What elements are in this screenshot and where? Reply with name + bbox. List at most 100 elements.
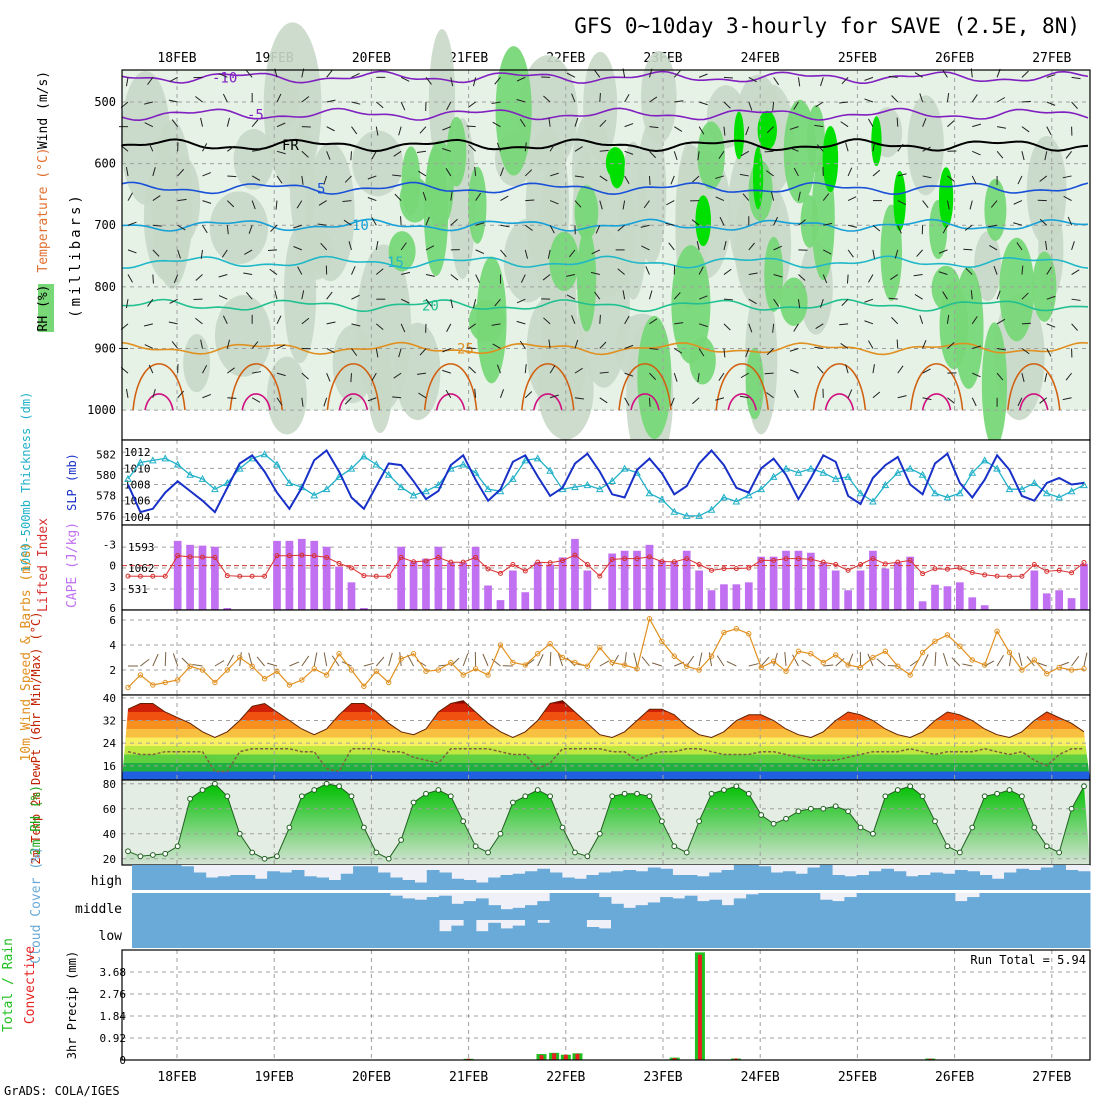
- rh-point: [646, 793, 653, 800]
- li-point: [361, 573, 367, 579]
- thickness-point: [856, 489, 865, 497]
- cloud-bar: [746, 894, 759, 920]
- li-point: [460, 559, 466, 565]
- rh-band-mid: [352, 130, 403, 197]
- wind-barb: [748, 663, 759, 667]
- wind-barb: [344, 175, 352, 183]
- wind-barb: [127, 274, 133, 283]
- wind-barb: [716, 655, 725, 667]
- wind-barb: [168, 321, 178, 325]
- panel-cross-section: 500 600 700 800 900 1000 -10 -5 FR 5 10 15 20 25 RH (%…: [36, 22, 1091, 472]
- thickness-point: [807, 464, 815, 472]
- cloud-bar: [746, 865, 759, 890]
- thickness-point: [360, 452, 368, 460]
- cloud-bar: [684, 875, 698, 890]
- wind-barb: [125, 299, 129, 309]
- wind-barb: [492, 121, 501, 128]
- precip-convective-bar: [575, 1053, 580, 1060]
- li-point: [510, 562, 516, 568]
- li-point: [572, 552, 578, 558]
- cloud-bar: [1077, 871, 1091, 890]
- wind-barb: [227, 397, 237, 399]
- date-label-bottom: 27FEB: [1032, 1070, 1071, 1085]
- wind-barb: [450, 77, 454, 87]
- li-point: [684, 556, 690, 562]
- wind-barb: [222, 315, 228, 325]
- cape-bar: [360, 608, 368, 610]
- wind-barb: [922, 175, 932, 179]
- rh-point: [261, 855, 268, 862]
- cloud-bar: [598, 928, 612, 948]
- wind-barb: [164, 652, 167, 667]
- cloud-bar: [1065, 920, 1079, 948]
- wind-barb: [641, 656, 650, 667]
- cloud-bar: [832, 920, 845, 948]
- wind-point: [125, 684, 131, 691]
- li-point: [522, 568, 528, 574]
- rh-point: [485, 849, 491, 856]
- wind-barb: [450, 274, 459, 281]
- rh-band-mid: [214, 295, 272, 377]
- wind-barb: [1013, 222, 1023, 226]
- cloud-bar: [770, 872, 784, 890]
- wind-barb: [692, 397, 700, 405]
- wind-barb: [599, 341, 607, 349]
- cape-bar: [496, 600, 505, 610]
- wind-barb: [971, 397, 977, 407]
- thickness-point: [161, 454, 170, 462]
- wind-barb: [888, 75, 898, 78]
- cloud-bar: [328, 893, 342, 920]
- wind-barb: [363, 662, 374, 667]
- wind-barb: [371, 217, 377, 226]
- precip-convective-bar: [539, 1055, 544, 1060]
- wind-barb: [674, 322, 684, 325]
- li-point: [286, 553, 292, 559]
- wind-barb: [594, 291, 601, 300]
- wind-barb: [789, 348, 799, 352]
- thickness-line: [127, 453, 1085, 517]
- wind-barb: [643, 200, 650, 209]
- cloud-bar: [1040, 920, 1054, 948]
- wind-barb: [697, 373, 700, 383]
- rh-band-mid: [640, 51, 677, 144]
- li-point: [709, 567, 715, 573]
- wind-barb: [1071, 241, 1075, 251]
- rh-band-green: [931, 265, 961, 311]
- wind-barb: [537, 654, 544, 667]
- cloud-bar: [144, 865, 158, 890]
- cloud-bar: [574, 878, 587, 890]
- wind-point: [299, 677, 305, 683]
- cloud-bar: [242, 920, 256, 948]
- wind-barb: [922, 200, 929, 208]
- precip-convective-bar: [672, 1058, 677, 1060]
- wind-barb: [446, 101, 452, 111]
- li-point: [560, 558, 566, 564]
- thickness-point: [658, 495, 666, 503]
- cloud-bar: [586, 927, 600, 948]
- wind-barb: [1021, 322, 1031, 325]
- wind-barb: [549, 172, 559, 177]
- wind-barb: [152, 167, 156, 177]
- rh-point: [236, 830, 243, 837]
- rh-point: [212, 780, 218, 787]
- wind-barb: [326, 348, 335, 354]
- precip-tick-label: 1.84: [100, 1010, 127, 1023]
- cloud-bar: [230, 893, 244, 920]
- wind-barb: [422, 191, 427, 201]
- wind-barb: [964, 224, 973, 231]
- cloud-bar: [733, 898, 747, 920]
- wind-barb: [624, 397, 630, 406]
- wind-barb: [820, 299, 824, 308]
- wind-barb: [214, 660, 225, 667]
- thickness-point: [211, 485, 219, 493]
- wind-barb: [897, 200, 907, 205]
- cloud-bar: [832, 875, 845, 890]
- cloud-bar: [1065, 870, 1079, 890]
- wind-barb: [500, 224, 510, 228]
- wind-barb: [1017, 175, 1023, 185]
- wind-barb: [442, 126, 451, 131]
- wind-point: [820, 659, 826, 666]
- contour-label: FR: [282, 138, 299, 154]
- cape-bar: [670, 561, 679, 610]
- rh-band-green: [779, 277, 808, 326]
